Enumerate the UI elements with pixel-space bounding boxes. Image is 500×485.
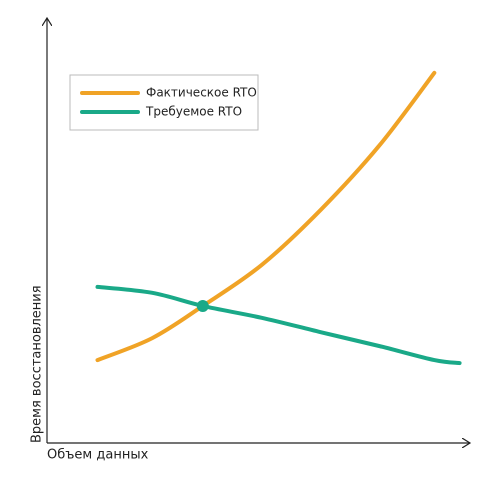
y-axis-label: Время восстановления [30, 285, 45, 443]
legend-label: Требуемое RTO [145, 105, 242, 119]
series-line [95, 284, 462, 366]
legend [69, 74, 259, 131]
x-axis-label: Объем данных [47, 448, 149, 463]
series-line [95, 70, 437, 363]
legend-label: Фактическое RTO [146, 86, 257, 100]
intersection-point [196, 299, 209, 312]
